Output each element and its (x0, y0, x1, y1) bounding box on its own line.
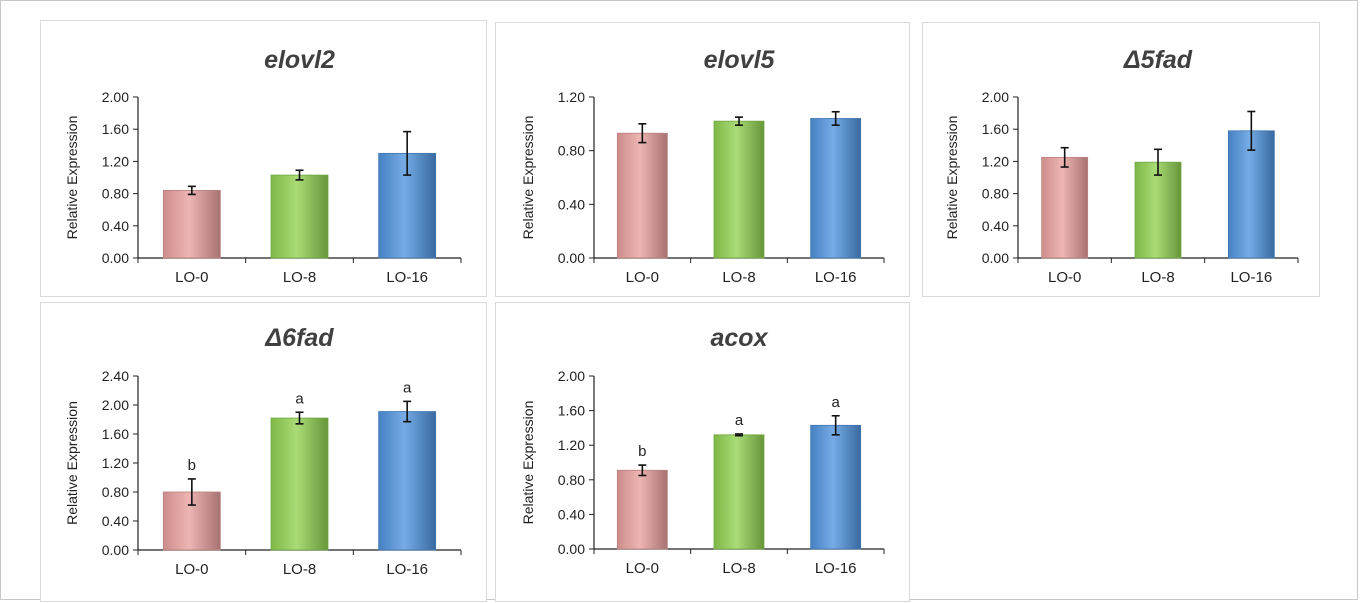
significance-label: a (831, 394, 840, 411)
chart-panel-d5fad: Δ5fad Relative Expression 0.00 0.40 0.80 1.20… (922, 22, 1320, 297)
y-tick-label: 0.40 (982, 218, 1009, 234)
x-tick-label: LO-16 (1230, 269, 1272, 286)
bar-elovl2-lo-0 (163, 190, 220, 258)
bar-elovl2-lo-8 (271, 175, 328, 258)
y-tick-label: 2.00 (982, 89, 1009, 105)
y-tick-label: 0.40 (558, 506, 585, 522)
x-tick-label: LO-16 (386, 269, 428, 286)
bar-elovl5-lo-0 (617, 133, 667, 258)
significance-label: b (638, 443, 646, 460)
x-tick-label: LO-0 (626, 560, 659, 577)
y-axis-label: Relative Expression (944, 116, 960, 240)
y-tick-label: 1.60 (982, 121, 1009, 137)
y-tick-label: 1.20 (982, 153, 1009, 169)
x-tick-label: LO-0 (1048, 269, 1081, 286)
y-tick-label: 0.80 (102, 186, 129, 202)
significance-label: a (403, 379, 412, 396)
y-tick-label: 1.20 (102, 153, 129, 169)
y-tick-label: 1.60 (102, 426, 129, 442)
chart-svg-d5fad: Δ5fad Relative Expression 0.00 0.40 0.80 1.20… (923, 23, 1321, 298)
x-tick-label: LO-16 (815, 269, 857, 286)
bar-d5fad-lo-0 (1042, 157, 1088, 258)
x-tick-label: LO-16 (815, 560, 857, 577)
bar-elovl5-lo-16 (811, 118, 861, 258)
significance-label: a (295, 390, 304, 407)
x-tick-label: LO-0 (626, 269, 659, 286)
chart-panel-elovl2: elovl2 Relative Expression 0.00 0.40 0.80 1.2… (40, 20, 487, 297)
y-tick-label: 0.00 (102, 250, 129, 266)
chart-title: Δ6fad (264, 324, 334, 352)
x-tick-label: LO-0 (175, 561, 208, 578)
y-tick-label: 1.60 (558, 403, 585, 419)
y-tick-label: 0.00 (558, 250, 585, 266)
y-tick-label: 0.00 (102, 542, 129, 558)
y-tick-label: 2.00 (102, 89, 129, 105)
bar-d6fad-lo-8 (271, 418, 328, 550)
chart-panel-d6fad: Δ6fad Relative Expression 0.00 0.40 0.80 1.20… (40, 302, 487, 602)
chart-svg-elovl5: elovl5 Relative Expression 0.00 0.40 0.80 1.2… (496, 23, 911, 298)
y-tick-label: 1.20 (102, 455, 129, 471)
x-tick-label: LO-8 (283, 269, 316, 286)
significance-label: a (735, 412, 744, 429)
bar-acox-lo-8 (714, 435, 764, 549)
chart-title: acox (711, 324, 769, 352)
chart-svg-elovl2: elovl2 Relative Expression 0.00 0.40 0.80 1.2… (41, 21, 488, 298)
y-tick-label: 0.00 (982, 250, 1009, 266)
y-tick-label: 2.00 (102, 397, 129, 413)
y-axis-label: Relative Expression (64, 116, 80, 240)
chart-panel-acox: acox Relative Expression 0.00 0.40 0.80 1.20 1… (495, 302, 910, 602)
x-tick-label: LO-0 (175, 269, 208, 286)
bar-acox-lo-16 (811, 425, 861, 549)
bar-d6fad-lo-16 (379, 412, 436, 550)
chart-title: elovl2 (264, 46, 335, 74)
significance-label: b (188, 457, 196, 474)
y-tick-label: 0.40 (102, 218, 129, 234)
chart-svg-acox: acox Relative Expression 0.00 0.40 0.80 1.20 1… (496, 303, 911, 603)
chart-title: Δ5fad (1123, 46, 1193, 74)
y-tick-label: 0.80 (558, 472, 585, 488)
y-tick-label: 2.40 (102, 368, 129, 384)
x-tick-label: LO-8 (1141, 269, 1174, 286)
y-tick-label: 2.00 (558, 368, 585, 384)
y-tick-label: 1.20 (558, 89, 585, 105)
chart-panel-elovl5: elovl5 Relative Expression 0.00 0.40 0.80 1.2… (495, 22, 910, 297)
y-axis-label: Relative Expression (64, 401, 80, 525)
x-tick-label: LO-16 (386, 561, 428, 578)
y-axis-label: Relative Expression (520, 401, 536, 525)
y-tick-label: 0.80 (982, 186, 1009, 202)
chart-svg-d6fad: Δ6fad Relative Expression 0.00 0.40 0.80 1.20… (41, 303, 488, 603)
x-tick-label: LO-8 (722, 269, 755, 286)
y-axis-label: Relative Expression (520, 116, 536, 240)
chart-title: elovl5 (704, 46, 776, 74)
x-tick-label: LO-8 (283, 561, 316, 578)
bar-elovl5-lo-8 (714, 121, 764, 258)
y-tick-label: 0.80 (102, 484, 129, 500)
y-tick-label: 0.40 (102, 513, 129, 529)
y-tick-label: 1.60 (102, 121, 129, 137)
bar-acox-lo-0 (617, 470, 667, 549)
bar-d5fad-lo-8 (1135, 162, 1181, 258)
y-tick-label: 0.00 (558, 541, 585, 557)
y-tick-label: 0.80 (558, 143, 585, 159)
x-tick-label: LO-8 (722, 560, 755, 577)
y-tick-label: 1.20 (558, 437, 585, 453)
y-tick-label: 0.40 (558, 196, 585, 212)
